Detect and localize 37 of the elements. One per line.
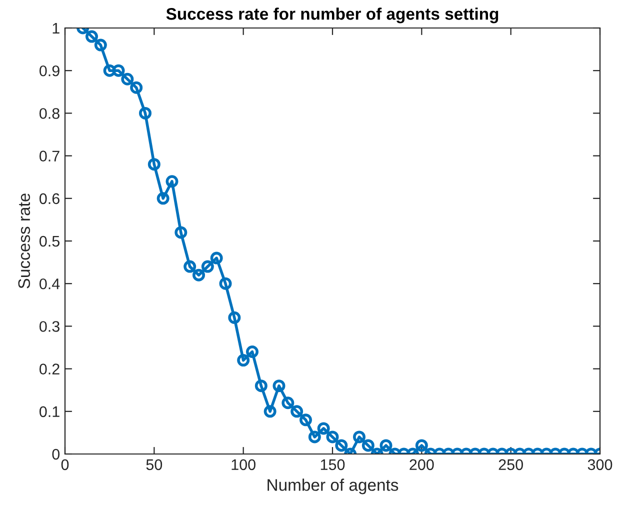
point bbox=[201, 260, 214, 273]
point bbox=[139, 106, 152, 120]
point bbox=[121, 72, 134, 86]
point bbox=[94, 38, 107, 52]
y-tick-label: 0.2 bbox=[40, 364, 60, 374]
point bbox=[210, 252, 223, 264]
point bbox=[103, 64, 116, 77]
y-tick-label: 0.8 bbox=[40, 108, 60, 119]
point bbox=[148, 158, 160, 171]
y-tick-label: 0.7 bbox=[40, 150, 60, 162]
point bbox=[86, 30, 98, 43]
y-tick-label: 0.4 bbox=[40, 278, 60, 290]
x-tick-label: 250 bbox=[498, 459, 523, 470]
point bbox=[174, 226, 188, 239]
point bbox=[192, 268, 205, 282]
point bbox=[156, 192, 170, 205]
y-axis-title: Success rate bbox=[18, 194, 30, 288]
x-axis-title: Number of agents bbox=[268, 478, 398, 494]
y-tick-label: 0.1 bbox=[40, 406, 60, 418]
point bbox=[166, 175, 178, 188]
x-tick-label: 200 bbox=[410, 459, 434, 470]
x-tick-label: 100 bbox=[232, 459, 256, 470]
point bbox=[219, 277, 232, 290]
y-tick-label: 0 bbox=[52, 448, 60, 460]
point bbox=[130, 81, 143, 94]
y-tick-label: 0.3 bbox=[40, 321, 60, 332]
x-tick-label: 150 bbox=[320, 459, 345, 470]
y-tick-label: 1 bbox=[52, 23, 60, 34]
y-tick-label: 0.5 bbox=[40, 236, 60, 247]
y-tick-label: 0.6 bbox=[40, 193, 60, 204]
x-tick-label: 50 bbox=[146, 459, 162, 470]
x-tick-label: 300 bbox=[588, 459, 612, 470]
y-tick-label: 0.9 bbox=[40, 65, 60, 76]
point bbox=[112, 64, 125, 77]
x-tick-label: 0 bbox=[61, 459, 69, 470]
chart-title: Success rate for number of agents setting bbox=[166, 8, 498, 24]
point bbox=[184, 260, 196, 273]
